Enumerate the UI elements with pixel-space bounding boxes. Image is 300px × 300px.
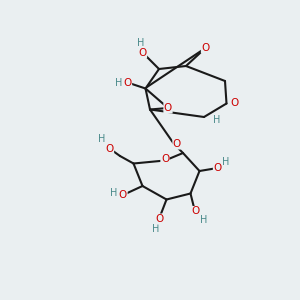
Text: O: O <box>155 214 163 224</box>
Text: H: H <box>152 224 160 235</box>
Text: O: O <box>161 154 169 164</box>
Text: O: O <box>173 139 181 149</box>
Text: O: O <box>105 143 114 154</box>
Text: H: H <box>200 215 207 225</box>
Text: O: O <box>191 206 199 217</box>
Text: O: O <box>123 77 132 88</box>
Text: O: O <box>164 103 172 113</box>
Text: O: O <box>138 47 147 58</box>
Text: O: O <box>213 163 222 173</box>
Text: H: H <box>98 134 106 145</box>
Text: H: H <box>110 188 118 199</box>
Text: H: H <box>222 157 230 167</box>
Text: O: O <box>231 98 239 109</box>
Text: O: O <box>119 190 127 200</box>
Text: O: O <box>201 43 210 53</box>
Text: H: H <box>115 77 122 88</box>
Text: H: H <box>137 38 145 49</box>
Text: H: H <box>213 115 220 125</box>
